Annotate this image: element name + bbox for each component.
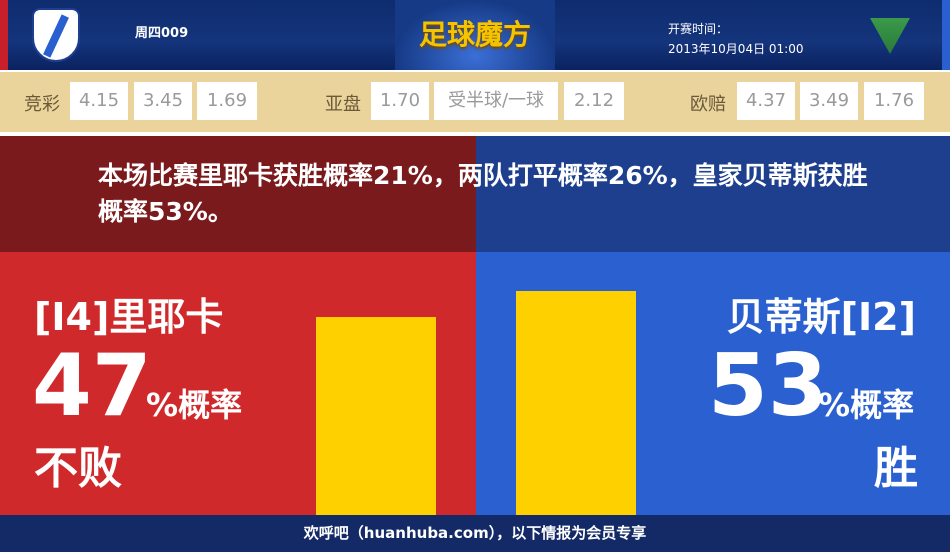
probability-summary: 本场比赛里耶卡获胜概率21%，两队打平概率26%，皇家贝蒂斯获胜概率53%。 — [98, 161, 868, 226]
away-result: 胜 — [874, 443, 918, 494]
brand-logo: 足球魔方 — [395, 0, 555, 70]
away-team-logo — [870, 18, 910, 54]
summary-bg-right — [476, 136, 950, 252]
kickoff-label: 开赛时间： — [668, 22, 729, 36]
oupei-home: 4.37 — [737, 82, 795, 120]
oupei-label: 欧赔 — [690, 94, 726, 115]
home-color-stripe — [0, 0, 8, 70]
match-header: 周四009 足球魔方 开赛时间： 2013年10月04日 01:00 — [0, 0, 950, 70]
jingcai-draw: 3.45 — [134, 82, 192, 120]
oupei-draw: 3.49 — [800, 82, 858, 120]
away-probability-bar — [516, 291, 636, 515]
odds-bar: 竞彩 4.15 3.45 1.69 亚盘 1.70 受半球/一球 2.12 欧赔… — [0, 72, 950, 132]
yapan-home: 1.70 — [371, 82, 429, 120]
jingcai-label: 竞彩 — [24, 94, 60, 115]
oupei-away: 1.76 — [864, 82, 924, 120]
away-color-stripe — [942, 0, 950, 70]
home-result: 不败 — [34, 443, 122, 494]
home-probability-bar — [316, 316, 436, 515]
match-code: 周四009 — [135, 26, 189, 41]
home-team-name: [I4]里耶卡 — [34, 295, 224, 339]
away-team-name: 贝蒂斯[I2] — [726, 295, 916, 339]
yapan-away: 2.12 — [564, 82, 624, 120]
home-percent: 47 — [32, 336, 152, 436]
jingcai-home: 4.15 — [70, 82, 128, 120]
kickoff-time: 2013年10月04日 01:00 — [668, 42, 804, 56]
footer-notice: 欢呼吧（huanhuba.com），以下情报为会员专享 — [0, 515, 950, 552]
away-percent-label: %概率 — [818, 386, 915, 424]
jingcai-away: 1.69 — [197, 82, 257, 120]
away-percent: 53 — [708, 336, 828, 436]
home-percent-label: %概率 — [146, 386, 243, 424]
yapan-label: 亚盘 — [325, 94, 361, 115]
home-team-logo — [32, 8, 80, 62]
yapan-handicap: 受半球/一球 — [434, 82, 558, 120]
summary-bg-left — [0, 136, 476, 252]
